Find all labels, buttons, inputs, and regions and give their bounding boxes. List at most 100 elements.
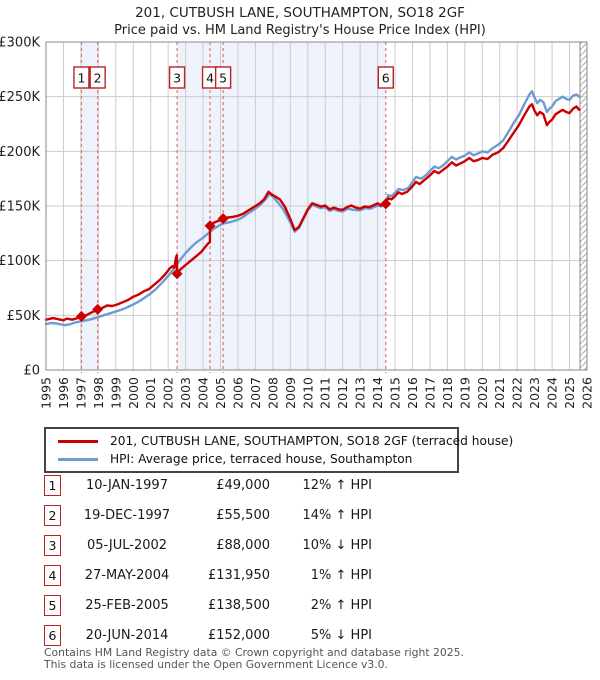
x-tick-label: 1998 [91,377,106,409]
y-tick-label: £50K [7,309,41,324]
legend-label-hpi: HPI: Average price, terraced house, Sout… [110,452,413,466]
y-tick-label: £0 [23,364,40,379]
x-tick-label: 2010 [300,377,315,409]
x-tick-label: 1995 [39,377,54,409]
x-tick-label: 1997 [73,377,88,409]
property-line-swatch [58,439,98,443]
x-tick-label: 2015 [388,377,403,409]
sale-date: 20-JUN-2014 [85,627,169,643]
sale-marker-box [214,66,232,89]
sale-date: 27-MAY-2004 [84,567,170,583]
sale-marker-box [377,66,394,89]
hpi-line [44,89,581,327]
plot-border [45,41,588,371]
x-tick-label: 2005 [213,377,228,409]
sale-point-diamond [75,310,87,322]
x-tick-label: 2026 [580,377,595,409]
future-hatch-region [580,42,587,370]
sale-date: 10-JAN-1997 [86,477,168,493]
sale-price: £88,000 [216,537,270,553]
sale-hpi-delta: 10% ↓ HPI [302,537,372,553]
sale-row: 4 27-MAY-2004 £131,950 1% ↑ HPI [44,560,374,590]
sale-hpi-delta: 1% ↑ HPI [310,567,372,583]
sale-point-diamond [92,303,104,315]
x-tick-label: 2008 [265,377,280,409]
legend-item-property: 201, CUTBUSH LANE, SOUTHAMPTON, SO18 2GF… [52,432,513,450]
x-tick-label: 2025 [562,377,577,409]
x-tick-label: 2000 [126,377,141,409]
sale-row: 2 19-DEC-1997 £55,500 14% ↑ HPI [44,500,374,530]
x-tick-label: 2023 [527,377,542,409]
x-tick-label: 2006 [230,377,245,409]
sale-number-badge: 6 [44,624,61,646]
sale-point-diamond [204,220,216,232]
sale-date: 05-JUL-2002 [86,537,168,553]
y-tick-label: £300K [0,36,40,51]
license-footer: Contains HM Land Registry data © Crown c… [44,647,464,670]
x-tick-label: 2017 [422,377,437,409]
sale-number-badge: 5 [44,594,61,616]
y-tick-label: £100K [0,254,40,269]
property-price-line [44,103,581,322]
x-tick-label: 2021 [492,377,507,409]
x-tick-label: 2024 [545,377,560,409]
sales-table: 1 10-JAN-1997 £49,000 12% ↑ HPI 2 19-DEC-1997… [44,470,374,650]
license-line-1: Contains HM Land Registry data © Crown c… [44,646,464,659]
x-tick-label: 2004 [196,377,211,409]
sale-date: 25-FEB-2005 [85,597,169,613]
x-tick-label: 1996 [56,377,71,409]
x-tick-label: 2007 [248,377,263,409]
chart-legend: 201, CUTBUSH LANE, SOUTHAMPTON, SO18 2GF… [44,427,513,473]
y-tick-label: £150K [0,200,40,215]
sale-marker-number: 3 [173,71,181,86]
x-tick-label: 1999 [108,377,123,409]
sale-number-badge: 2 [44,504,61,526]
sale-price: £55,500 [216,507,270,523]
sale-marker-box [89,66,106,89]
x-tick-label: 2020 [475,377,490,409]
sale-date: 19-DEC-1997 [83,507,171,523]
x-tick-label: 2011 [318,377,333,409]
sale-marker-number: 1 [77,71,85,86]
sale-number-badge: 4 [44,564,61,586]
hpi-line-swatch [58,457,98,461]
sale-row: 5 25-FEB-2005 £138,500 2% ↑ HPI [44,590,374,620]
sale-price: £131,950 [207,567,270,583]
sale-row: 6 20-JUN-2014 £152,000 5% ↓ HPI [44,620,374,650]
sale-point-diamond [171,268,183,280]
legend-label-property: 201, CUTBUSH LANE, SOUTHAMPTON, SO18 2GF… [110,434,514,448]
x-tick-label: 2013 [353,377,368,409]
sale-price: £49,000 [216,477,270,493]
sale-marker-number: 2 [94,71,102,86]
sale-row: 3 05-JUL-2002 £88,000 10% ↓ HPI [44,530,374,560]
chart-subtitle: Price paid vs. HM Land Registry's House … [114,23,486,38]
sale-point-diamond [380,198,392,210]
legend-item-hpi: HPI: Average price, terraced house, Sout… [52,450,451,468]
sale-hpi-delta: 12% ↑ HPI [302,477,372,493]
x-tick-label: 2001 [143,377,158,409]
sale-number-badge: 1 [44,474,61,496]
x-tick-label: 2014 [370,377,385,409]
sale-hpi-delta: 2% ↑ HPI [310,597,372,613]
sale-point-diamond [217,213,229,225]
y-tick-label: £250K [0,90,40,105]
sale-row: 1 10-JAN-1997 £49,000 12% ↑ HPI [44,470,374,500]
y-tick-label: £200K [0,145,40,160]
sale-hpi-delta: 5% ↓ HPI [310,627,372,643]
x-tick-label: 2003 [178,377,193,409]
x-tick-label: 2009 [283,377,298,409]
sale-marker-box [168,66,186,89]
sale-number-badge: 3 [44,534,61,556]
price-history-plot: 1 2 3 4 5 6 £0 £50K £100K £150K £200K £250K £300K 199… [0,36,595,409]
x-tick-label: 2002 [161,377,176,409]
chart-title: 201, CUTBUSH LANE, SOUTHAMPTON, SO18 2GF [135,5,465,21]
sale-marker-number: 5 [219,71,227,86]
x-tick-label: 2016 [405,377,420,409]
license-line-2: This data is licensed under the Open Gov… [44,657,388,671]
sale-price: £152,000 [207,627,270,643]
sale-price: £138,500 [207,597,270,613]
sale-hpi-delta: 14% ↑ HPI [302,507,372,523]
x-tick-label: 2019 [457,377,472,409]
sale-marker-number: 4 [206,71,214,86]
